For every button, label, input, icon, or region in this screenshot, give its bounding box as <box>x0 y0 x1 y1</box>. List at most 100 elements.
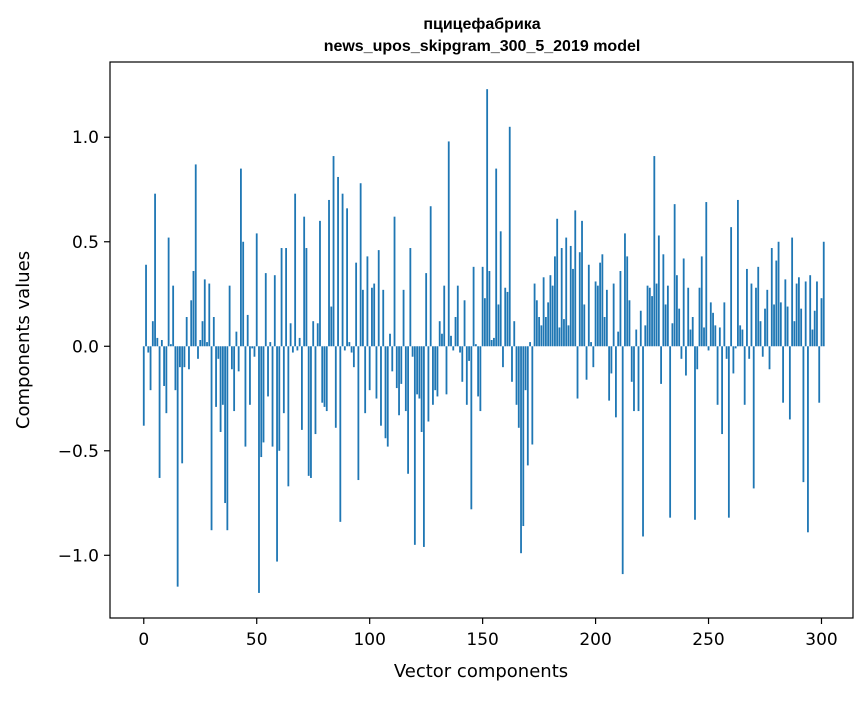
plot-frame <box>109 61 854 619</box>
bar-163 <box>511 346 513 382</box>
bar-3 <box>149 346 152 391</box>
bar-299 <box>818 346 821 403</box>
bar-151 <box>483 298 486 347</box>
bar-291 <box>800 308 803 347</box>
bar-206 <box>608 346 611 401</box>
x-tick-label: 50 <box>246 630 268 650</box>
bar-130 <box>436 346 439 397</box>
bar-174 <box>535 300 538 347</box>
bar-69 <box>298 337 301 347</box>
bar-238 <box>680 346 683 359</box>
bar-215 <box>628 300 631 347</box>
bar-110 <box>391 346 394 372</box>
bar-132 <box>441 333 443 347</box>
bar-188 <box>567 325 570 347</box>
bar-58 <box>273 275 276 347</box>
bar-287 <box>791 237 794 347</box>
x-axis-label: Vector components <box>394 661 568 682</box>
y-tick-label: 0.0 <box>72 337 99 357</box>
x-tick-label: 250 <box>692 630 724 650</box>
bar-173 <box>533 283 536 347</box>
bar-247 <box>700 256 703 347</box>
bar-230 <box>662 254 665 347</box>
bar-32 <box>215 346 217 407</box>
bar-193 <box>578 252 581 347</box>
bar-239 <box>682 258 685 347</box>
bar-243 <box>691 317 694 347</box>
bar-181 <box>551 285 554 347</box>
bar-165 <box>515 346 518 405</box>
bar-0 <box>142 346 145 426</box>
bar-84 <box>332 156 335 347</box>
bar-203 <box>601 254 604 347</box>
bar-227 <box>655 283 658 347</box>
bar-80 <box>323 346 326 407</box>
bar-20 <box>188 346 190 370</box>
bar-141 <box>461 346 464 382</box>
bar-198 <box>590 342 592 347</box>
bar-208 <box>612 283 615 347</box>
bar-184 <box>558 327 561 347</box>
bar-63 <box>285 248 287 347</box>
bar-261 <box>732 346 735 374</box>
bar-57 <box>271 346 274 447</box>
bar-293 <box>804 281 807 347</box>
bar-102 <box>373 283 376 347</box>
bar-79 <box>321 346 324 403</box>
bar-1 <box>145 264 147 347</box>
bar-62 <box>282 346 285 414</box>
bar-205 <box>605 289 608 347</box>
bar-147 <box>474 344 477 347</box>
bar-241 <box>687 287 690 347</box>
bar-24 <box>197 346 199 359</box>
bar-72 <box>305 248 308 347</box>
bar-22 <box>192 271 195 347</box>
bar-125 <box>425 273 428 347</box>
bar-53 <box>262 346 265 443</box>
bar-71 <box>303 216 306 347</box>
bar-182 <box>554 256 556 347</box>
bar-123 <box>420 346 423 432</box>
bar-166 <box>517 346 520 428</box>
bar-7 <box>158 346 161 478</box>
bar-139 <box>456 285 459 347</box>
bar-157 <box>497 304 500 347</box>
bar-194 <box>581 220 583 347</box>
bar-212 <box>621 346 624 575</box>
bar-237 <box>678 308 681 347</box>
bar-275 <box>764 308 766 347</box>
bar-126 <box>427 346 430 422</box>
bar-136 <box>450 335 452 347</box>
bar-107 <box>384 346 387 439</box>
y-tick-label: −0.5 <box>58 442 99 462</box>
bar-59 <box>276 346 278 562</box>
bar-92 <box>350 346 353 353</box>
bar-196 <box>585 346 588 380</box>
bar-242 <box>689 329 692 347</box>
bar-290 <box>797 277 800 347</box>
bar-8 <box>160 340 163 347</box>
bar-117 <box>407 346 409 474</box>
bar-127 <box>429 206 432 347</box>
bar-76 <box>314 346 317 435</box>
bar-81 <box>325 346 328 412</box>
bar-146 <box>472 266 475 347</box>
bar-282 <box>779 302 782 347</box>
bar-234 <box>671 323 674 347</box>
bar-214 <box>626 256 629 347</box>
bar-19 <box>185 317 188 347</box>
bar-153 <box>488 271 491 347</box>
bar-67 <box>294 193 297 347</box>
bar-296 <box>811 329 814 347</box>
bar-105 <box>380 346 382 426</box>
bar-246 <box>698 287 701 347</box>
bar-254 <box>716 346 719 405</box>
bar-175 <box>538 317 541 347</box>
bar-38 <box>228 285 231 347</box>
bar-250 <box>707 346 710 351</box>
bar-100 <box>368 346 371 391</box>
bar-219 <box>637 346 640 412</box>
bar-73 <box>307 346 310 476</box>
bar-25 <box>199 340 202 347</box>
